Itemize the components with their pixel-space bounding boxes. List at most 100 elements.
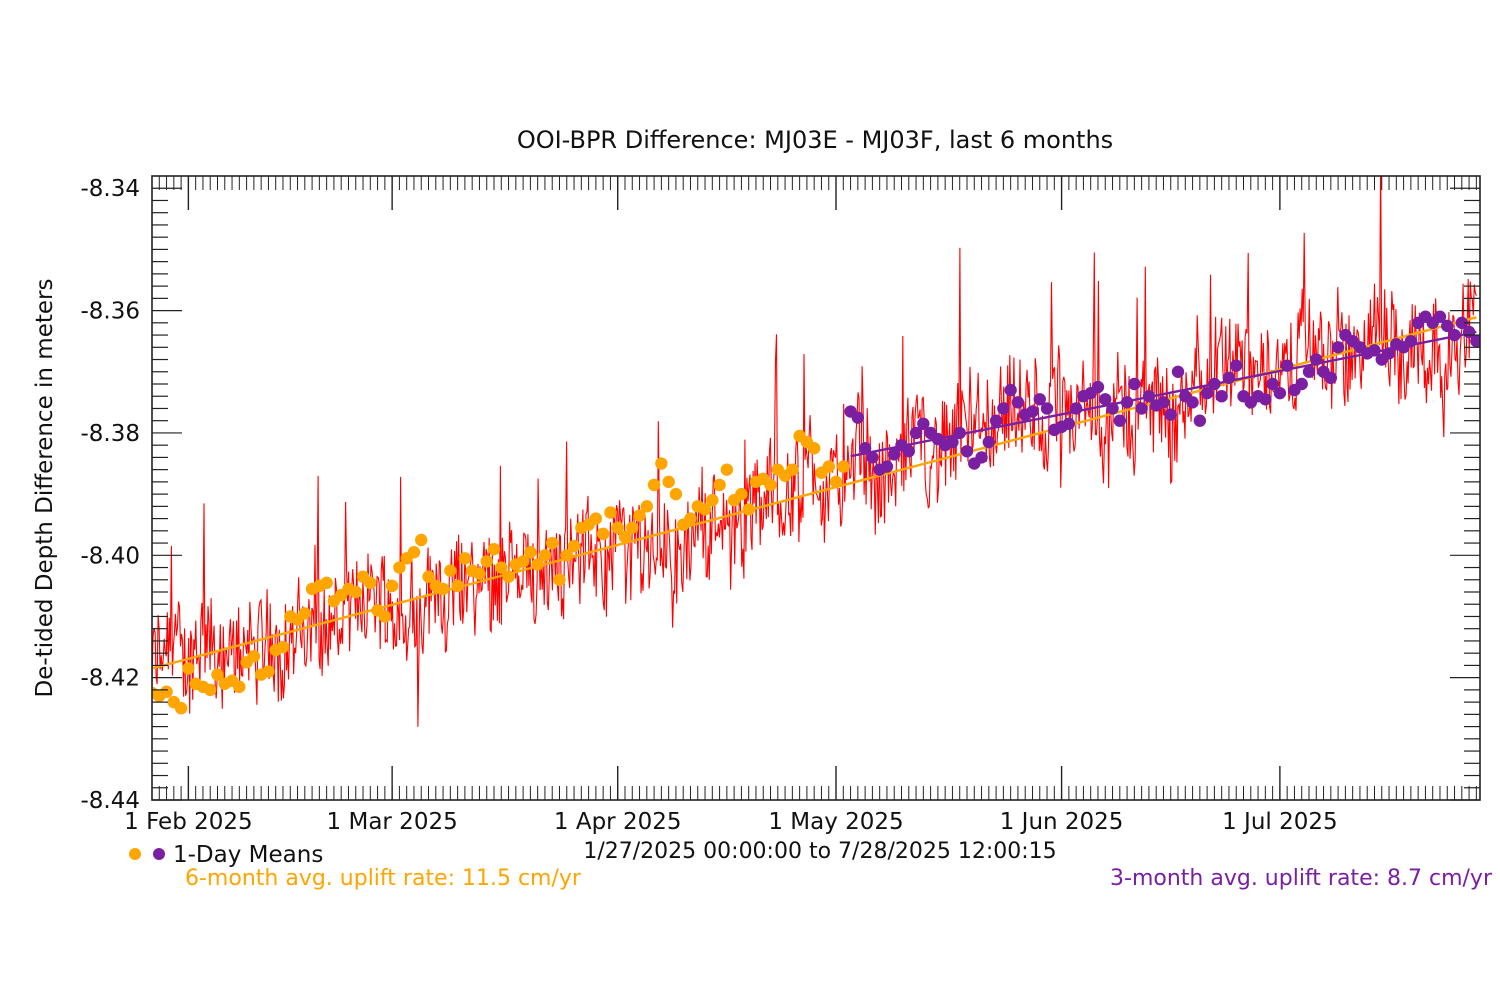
legend-purple-marker xyxy=(153,848,165,860)
y-tick-label: -8.42 xyxy=(80,666,140,692)
purple-day-mean-point xyxy=(1331,341,1345,354)
y-tick-label: -8.40 xyxy=(80,543,140,569)
purple-day-mean-point xyxy=(1193,414,1207,427)
x-tick-label: 1 Apr 2025 xyxy=(554,809,682,835)
purple-day-mean-point xyxy=(909,426,923,440)
orange-day-mean-point xyxy=(385,579,399,593)
six-month-rate-annotation: 6-month avg. uplift rate: 11.5 cm/yr xyxy=(185,866,582,891)
orange-day-mean-point xyxy=(451,579,464,593)
purple-day-mean-point xyxy=(1171,365,1185,378)
orange-day-mean-point xyxy=(436,582,450,596)
purple-day-mean-point xyxy=(975,451,988,464)
orange-day-mean-point xyxy=(531,558,544,571)
purple-day-mean-point xyxy=(1069,402,1083,415)
purple-day-mean-point xyxy=(888,448,901,461)
orange-day-mean-point xyxy=(662,475,675,489)
purple-day-mean-point xyxy=(1310,353,1323,366)
purple-day-mean-point xyxy=(1128,377,1141,391)
orange-day-mean-point xyxy=(837,460,850,473)
purple-day-mean-point xyxy=(880,460,894,473)
orange-day-mean-point xyxy=(684,512,697,525)
orange-day-mean-point xyxy=(647,478,661,492)
orange-day-mean-point xyxy=(611,521,624,534)
orange-day-mean-point xyxy=(640,500,654,513)
orange-day-mean-point xyxy=(596,527,610,541)
purple-day-mean-point xyxy=(1186,396,1199,409)
orange-day-mean-point xyxy=(473,567,486,580)
purple-day-mean-point xyxy=(946,435,959,449)
orange-day-mean-point xyxy=(669,487,683,501)
purple-day-mean-point xyxy=(1448,328,1461,342)
orange-day-mean-point xyxy=(655,457,668,470)
orange-day-mean-point xyxy=(538,549,552,562)
purple-day-mean-point xyxy=(960,445,974,458)
six-month-fit-line xyxy=(152,316,1477,670)
x-tick-label: 1 Jul 2025 xyxy=(1222,809,1338,835)
orange-day-mean-point xyxy=(546,536,559,550)
purple-day-mean-point xyxy=(917,417,930,430)
purple-day-mean-point xyxy=(1470,334,1480,348)
purple-day-mean-point xyxy=(1135,402,1148,415)
purple-day-mean-point xyxy=(1324,371,1338,385)
orange-day-mean-point xyxy=(706,494,719,507)
raw-data-line xyxy=(152,176,1477,727)
x-major-ticks: 1 Feb 2025 1 Mar 2025 1 Apr 2025 1 May 2025… xyxy=(124,176,1338,835)
y-axis-label: De-tided Depth Difference in meters xyxy=(32,279,58,698)
purple-day-mean-point xyxy=(1215,390,1228,403)
y-tick-label: -8.36 xyxy=(80,299,140,325)
purple-day-mean-point xyxy=(989,414,1003,427)
orange-day-mean-point xyxy=(364,576,377,590)
purple-day-mean-point xyxy=(1295,377,1308,391)
orange-day-mean-point xyxy=(495,561,508,574)
orange-day-mean-point xyxy=(407,546,421,559)
x-tick-label: 1 May 2025 xyxy=(768,809,903,835)
purple-day-mean-point xyxy=(1382,347,1396,360)
y-tick-label: -8.34 xyxy=(80,176,140,202)
purple-day-mean-point xyxy=(1026,405,1039,418)
plot-area: 1 Feb 2025 1 Mar 2025 1 Apr 2025 1 May 2025… xyxy=(80,175,1481,835)
purple-day-mean-point xyxy=(1164,408,1177,421)
purple-day-mean-point xyxy=(1280,359,1294,372)
purple-day-mean-point xyxy=(1441,319,1454,333)
orange-day-mean-point xyxy=(589,512,603,525)
orange-day-mean-point xyxy=(276,640,290,654)
orange-day-mean-point xyxy=(444,564,457,577)
orange-day-mean-point xyxy=(233,680,246,694)
purple-day-mean-point xyxy=(1062,417,1076,430)
purple-day-mean-point xyxy=(1302,365,1316,378)
purple-day-mean-point xyxy=(866,451,879,464)
purple-day-mean-point xyxy=(1222,371,1236,385)
purple-day-mean-point xyxy=(1113,414,1127,427)
orange-day-mean-point xyxy=(720,463,734,476)
x-tick-label: 1 Mar 2025 xyxy=(327,809,458,835)
orange-day-mean-point xyxy=(174,702,188,715)
purple-day-mean-point xyxy=(902,445,915,458)
x-minor-ticks xyxy=(151,176,1477,800)
y-tick-label: -8.44 xyxy=(80,788,140,814)
purple-means-group xyxy=(844,310,1480,476)
purple-day-mean-point xyxy=(1455,316,1469,330)
orange-means-group xyxy=(152,429,850,715)
orange-day-mean-point xyxy=(320,576,333,590)
purple-day-mean-point xyxy=(1259,393,1272,406)
purple-day-mean-point xyxy=(1004,383,1017,397)
y-ticks xyxy=(152,187,1480,801)
date-range-text: 1/27/2025 00:00:00 to 7/28/2025 12:00:15 xyxy=(583,839,1056,864)
orange-day-mean-point xyxy=(298,607,312,620)
purple-day-mean-point xyxy=(851,411,865,424)
x-tick-label: 1 Jun 2025 xyxy=(1000,809,1124,835)
purple-day-mean-point xyxy=(1033,393,1046,406)
orange-day-mean-point xyxy=(713,478,726,492)
orange-day-mean-point xyxy=(742,503,755,516)
orange-day-mean-point xyxy=(553,573,566,586)
orange-day-mean-point xyxy=(516,555,530,568)
purple-day-mean-point xyxy=(1368,344,1381,357)
orange-day-mean-point xyxy=(160,685,173,698)
orange-day-mean-point xyxy=(633,509,646,522)
purple-day-mean-point xyxy=(1208,377,1221,391)
purple-day-mean-point xyxy=(1040,402,1054,415)
purple-day-mean-point xyxy=(1404,334,1418,348)
orange-day-mean-point xyxy=(764,478,777,492)
purple-day-mean-point xyxy=(1099,393,1112,406)
